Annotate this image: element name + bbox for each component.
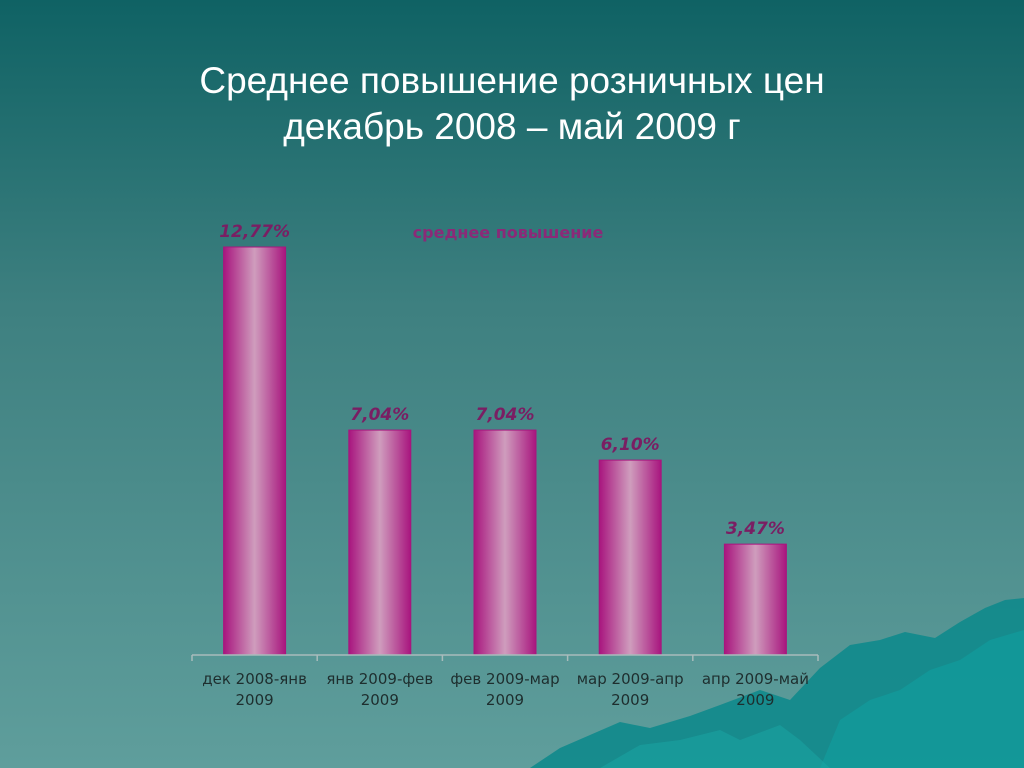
data-label: 7,04% (350, 405, 409, 425)
x-axis: дек 2008-янв 2009 янв 2009-фев 2009 фев 2009… (191, 654, 819, 709)
x-tick-label: мар 2009-апр 2009 (577, 670, 684, 709)
title-line-2: декабрь 2008 – май 2009 г (283, 106, 741, 147)
data-label: 6,10% (601, 435, 660, 455)
bar (723, 543, 787, 656)
x-tick-label: апр 2009-май 2009 (702, 670, 809, 709)
bar (598, 459, 662, 656)
data-label: 3,47% (726, 519, 785, 539)
slide-title: Среднее повышение розничных цен декабрь … (0, 58, 1024, 150)
bar (473, 429, 537, 656)
x-tick-label: янв 2009-фев 2009 (326, 670, 433, 709)
bars-layer: 12,77% 7,04% 7,04% 6,10% 3,47% (219, 222, 787, 656)
x-tick-label: фев 2009-мар 2009 (450, 670, 559, 709)
x-tick-label: дек 2008-янв 2009 (202, 670, 307, 709)
legend-entry: среднее повышение (413, 223, 604, 242)
bar (223, 246, 287, 656)
data-label: 12,77% (219, 222, 290, 242)
data-label: 7,04% (476, 405, 535, 425)
bar (348, 429, 412, 656)
title-line-1: Среднее повышение розничных цен (199, 60, 825, 101)
